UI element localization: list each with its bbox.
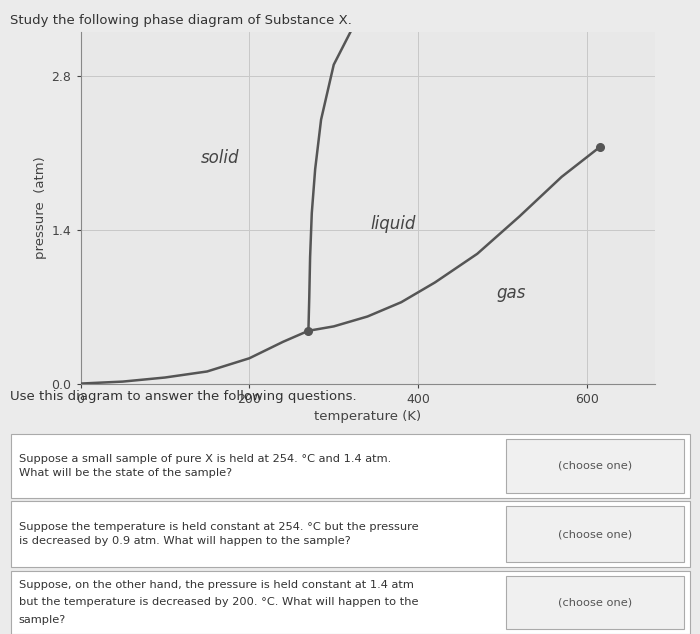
Text: y: y [0,633,1,634]
Text: (choose one): (choose one) [558,529,632,539]
Text: Suppose a small sample of pure X is held at 254. °C and 1.4 atm.: Suppose a small sample of pure X is held… [19,454,391,464]
Text: is decreased by 0.9 atm. What will happen to the sample?: is decreased by 0.9 atm. What will happe… [19,536,351,546]
Text: (choose one): (choose one) [558,461,632,471]
Y-axis label: pressure  (atm): pressure (atm) [34,156,48,259]
Text: but the temperature is decreased by 200. °C. What will happen to the: but the temperature is decreased by 200.… [19,597,419,607]
Text: gas: gas [496,285,526,302]
Text: x: x [0,633,1,634]
Text: Use this diagram to answer the following questions.: Use this diagram to answer the following… [10,390,357,403]
Text: solid: solid [200,149,239,167]
Text: sample?: sample? [19,615,66,625]
Text: Suppose, on the other hand, the pressure is held constant at 1.4 atm: Suppose, on the other hand, the pressure… [19,579,414,590]
Text: Study the following phase diagram of Substance X.: Study the following phase diagram of Sub… [10,14,352,27]
Text: What will be the state of the sample?: What will be the state of the sample? [19,468,232,478]
Text: Suppose the temperature is held constant at 254. °C but the pressure: Suppose the temperature is held constant… [19,522,419,532]
X-axis label: temperature (K): temperature (K) [314,410,421,423]
Text: liquid: liquid [370,215,416,233]
Text: (choose one): (choose one) [558,597,632,607]
